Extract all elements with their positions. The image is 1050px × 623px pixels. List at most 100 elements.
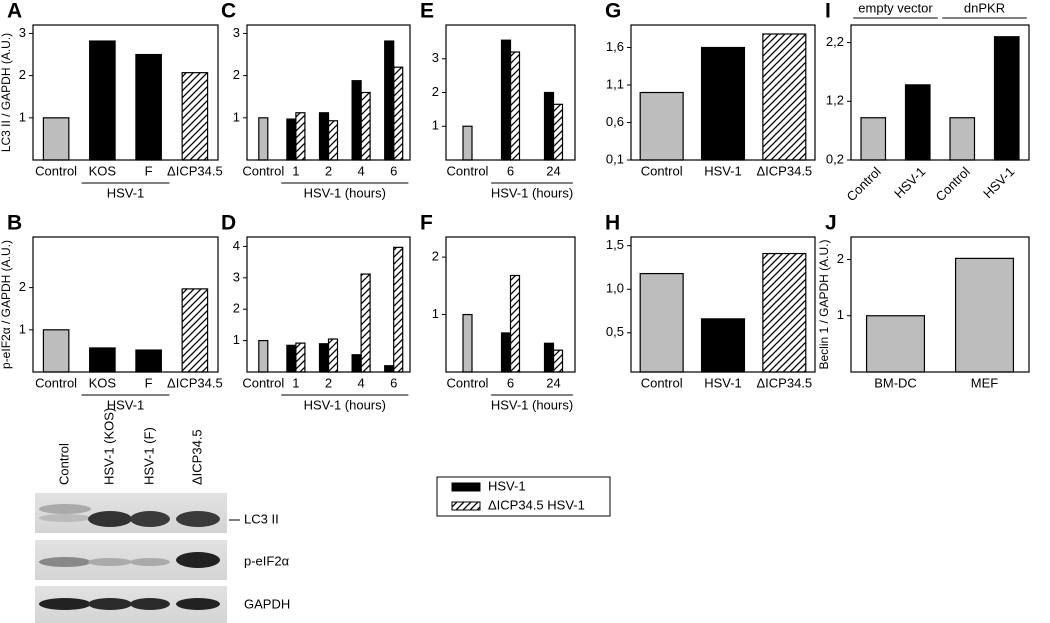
y-tick-label: 0,6 xyxy=(606,114,624,129)
y-tick-label: 1 xyxy=(432,118,439,133)
group-label: HSV-1 (hours) xyxy=(491,397,573,412)
bar xyxy=(509,274,521,373)
y-tick-label: 1 xyxy=(837,307,844,322)
y-tick-label: 2 xyxy=(233,67,240,82)
y-tick-label: 1 xyxy=(432,306,439,321)
bar xyxy=(762,33,807,161)
bar xyxy=(318,112,330,161)
bar xyxy=(295,112,306,161)
y-tick-label: 0,1 xyxy=(606,151,624,166)
plot-frame xyxy=(246,24,411,161)
x-tick-label: 1 xyxy=(292,163,299,178)
x-tick-label: ΔICP34.5 xyxy=(167,375,223,390)
plot-frame xyxy=(246,236,411,373)
plot-frame xyxy=(32,236,219,373)
group-label: HSV-1 (hours) xyxy=(304,397,386,412)
bar xyxy=(552,103,564,161)
panel-label: E xyxy=(420,0,434,23)
bar xyxy=(865,315,926,373)
x-tick-label: Control xyxy=(933,164,973,204)
x-tick-label: KOS xyxy=(89,163,117,178)
group-label: HSV-1 xyxy=(107,397,145,412)
bar xyxy=(543,91,555,161)
bar xyxy=(258,117,269,161)
y-tick-label: 3 xyxy=(233,25,240,40)
bar xyxy=(543,342,555,373)
x-tick-label: Control xyxy=(35,163,77,178)
plot-frame xyxy=(630,24,816,161)
x-tick-label: ΔICP34.5 xyxy=(757,375,813,390)
bar xyxy=(89,347,116,373)
bar xyxy=(181,288,209,373)
y-tick-label: 2 xyxy=(19,279,26,294)
y-tick-label: 3 xyxy=(233,269,240,284)
bar xyxy=(762,252,807,373)
x-tick-label: 2 xyxy=(325,163,332,178)
x-tick-label: Control xyxy=(641,163,683,178)
plot-frame xyxy=(445,24,576,161)
bar xyxy=(509,51,521,161)
x-tick-label: BM-DC xyxy=(874,375,917,390)
panel-label: C xyxy=(221,0,236,23)
plot-frame xyxy=(445,236,576,373)
y-tick-label: 4 xyxy=(233,238,240,253)
panel-label: A xyxy=(7,0,22,23)
legend-swatch xyxy=(451,501,481,511)
x-tick-label: HSV-1 xyxy=(704,375,742,390)
bar xyxy=(393,66,404,161)
y-tick-label: 0,5 xyxy=(606,324,624,339)
panel-label: D xyxy=(221,212,236,235)
bar xyxy=(860,117,887,161)
x-tick-label: 6 xyxy=(390,163,397,178)
y-tick-label: 2 xyxy=(432,84,439,99)
bar xyxy=(360,273,371,373)
x-tick-label: ΔICP34.5 xyxy=(757,163,813,178)
y-tick-label: 1,5 xyxy=(606,237,624,252)
x-tick-label: Control xyxy=(35,375,77,390)
bar xyxy=(258,340,269,373)
x-tick-label: 1 xyxy=(292,375,299,390)
y-tick-label: 0,2 xyxy=(826,151,844,166)
y-axis-label: p-eIF2α / GAPDH (A.U.) xyxy=(0,240,13,369)
bar xyxy=(462,125,473,161)
x-tick-label: Control xyxy=(242,375,284,390)
x-tick-label: 6 xyxy=(390,375,397,390)
bar xyxy=(700,318,746,373)
bar xyxy=(949,117,976,161)
bar xyxy=(286,118,297,161)
bar xyxy=(42,329,70,373)
y-tick-label: 3 xyxy=(19,25,26,40)
lane-label: Control xyxy=(56,443,71,485)
bar xyxy=(393,246,404,373)
legend-swatch xyxy=(451,482,481,492)
x-tick-label: HSV-1 xyxy=(980,164,1017,201)
panel-label: F xyxy=(420,212,433,235)
x-tick-label: ΔICP34.5 xyxy=(167,163,223,178)
x-tick-label: HSV-1 xyxy=(704,163,742,178)
bar xyxy=(286,344,297,373)
lane-label: HSV-1 (F) xyxy=(141,427,156,485)
bar xyxy=(384,365,395,373)
plot-frame xyxy=(630,236,816,373)
y-tick-label: 2 xyxy=(19,67,26,82)
x-tick-label: 4 xyxy=(357,375,364,390)
x-tick-label: 2 xyxy=(325,375,332,390)
bar xyxy=(384,40,395,161)
row-label: GAPDH xyxy=(244,596,290,611)
panel-label: B xyxy=(7,212,22,235)
bar xyxy=(327,338,339,373)
plot-frame xyxy=(32,24,219,161)
bar xyxy=(360,91,371,161)
group-label: HSV-1 xyxy=(107,185,145,200)
legend-box xyxy=(436,476,611,517)
plot-frame xyxy=(850,24,1030,161)
legend-label: HSV-1 xyxy=(488,478,526,493)
y-tick-label: 2 xyxy=(837,251,844,266)
bar xyxy=(351,354,362,373)
x-tick-label: 24 xyxy=(546,163,560,178)
group-label: HSV-1 (hours) xyxy=(304,185,386,200)
bar xyxy=(993,36,1020,161)
group-label: dnPKR xyxy=(964,0,1005,15)
bar xyxy=(500,39,512,161)
